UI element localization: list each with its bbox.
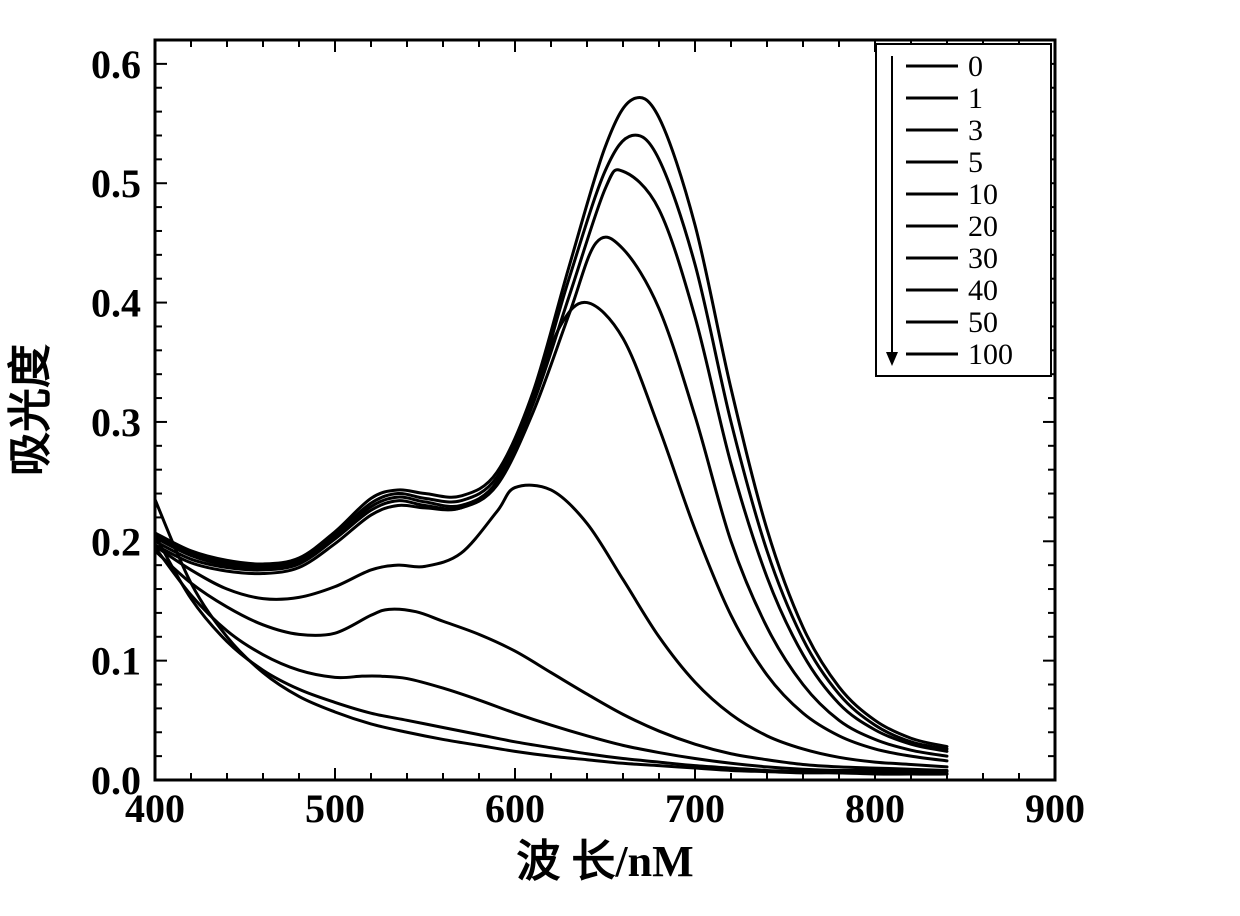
- series-line: [155, 135, 947, 749]
- y-tick-label: 0.1: [91, 639, 141, 684]
- y-tick-label: 0.2: [91, 519, 141, 564]
- chart-svg: 4005006007008009000.00.10.20.30.40.50.6 …: [0, 0, 1240, 916]
- x-axis-label: 波 长/nM: [516, 837, 693, 886]
- x-tick-label: 900: [1025, 786, 1085, 831]
- legend-label: 20: [968, 210, 998, 243]
- series-lines: [155, 97, 947, 774]
- y-axis-label: 吸光度: [6, 344, 55, 476]
- legend-label: 3: [968, 114, 983, 147]
- legend-label: 5: [968, 146, 983, 179]
- y-tick-label: 0.0: [91, 758, 141, 803]
- series-line: [155, 97, 947, 746]
- y-tick-label: 0.3: [91, 400, 141, 445]
- legend-label: 1: [968, 82, 983, 115]
- x-tick-label: 500: [305, 786, 365, 831]
- legend-label: 30: [968, 242, 998, 275]
- y-tick-label: 0.5: [91, 161, 141, 206]
- y-tick-label: 0.6: [91, 42, 141, 87]
- legend-label: 50: [968, 306, 998, 339]
- series-line: [155, 170, 947, 752]
- figure-container: 4005006007008009000.00.10.20.30.40.50.6 …: [0, 0, 1240, 916]
- legend-label: 10: [968, 178, 998, 211]
- series-line: [155, 535, 947, 774]
- x-tick-label: 700: [665, 786, 725, 831]
- legend-label: 0: [968, 50, 983, 83]
- legend: 01351020304050100: [876, 44, 1051, 376]
- legend-label: 40: [968, 274, 998, 307]
- x-tick-label: 800: [845, 786, 905, 831]
- y-tick-label: 0.4: [91, 281, 141, 326]
- series-line: [155, 547, 947, 771]
- legend-label: 100: [968, 338, 1013, 371]
- series-line: [155, 500, 947, 775]
- x-tick-label: 600: [485, 786, 545, 831]
